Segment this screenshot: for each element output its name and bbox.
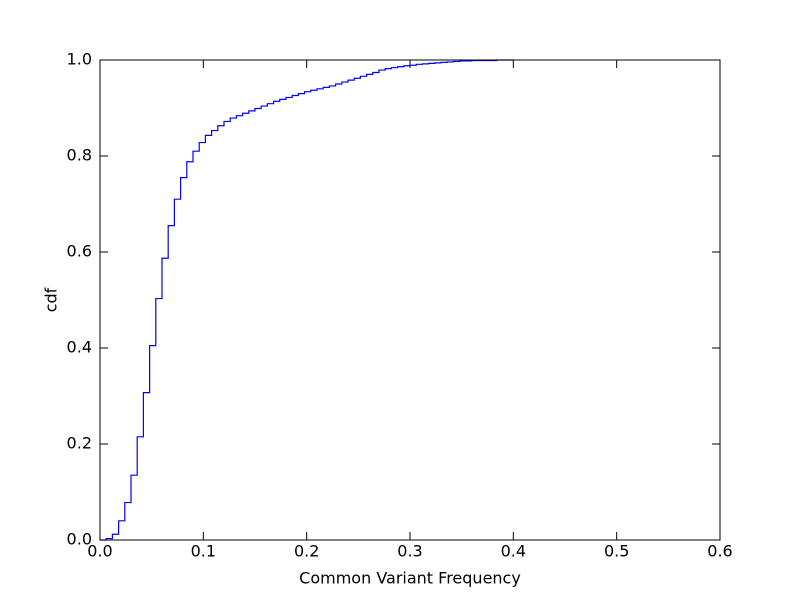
x-tick-label: 0.6 [707,542,732,561]
x-tick-label: 0.0 [87,542,112,561]
y-tick-label: 0.0 [67,530,92,549]
plot-frame [99,59,721,541]
y-axis-label: cdf [42,287,61,312]
x-tick-label: 0.3 [397,542,422,561]
x-tick-label: 0.1 [191,542,216,561]
y-tick-label: 0.8 [67,146,92,165]
y-tick-label: 1.0 [67,50,92,69]
x-tick-label: 0.4 [501,542,526,561]
y-tick-label: 0.6 [67,242,92,261]
cdf-line [100,59,514,541]
x-tick-label: 0.2 [294,542,319,561]
x-tick-label: 0.5 [604,542,629,561]
x-axis-label: Common Variant Frequency [299,569,521,588]
y-tick-label: 0.4 [67,338,92,357]
y-tick-label: 0.2 [67,434,92,453]
